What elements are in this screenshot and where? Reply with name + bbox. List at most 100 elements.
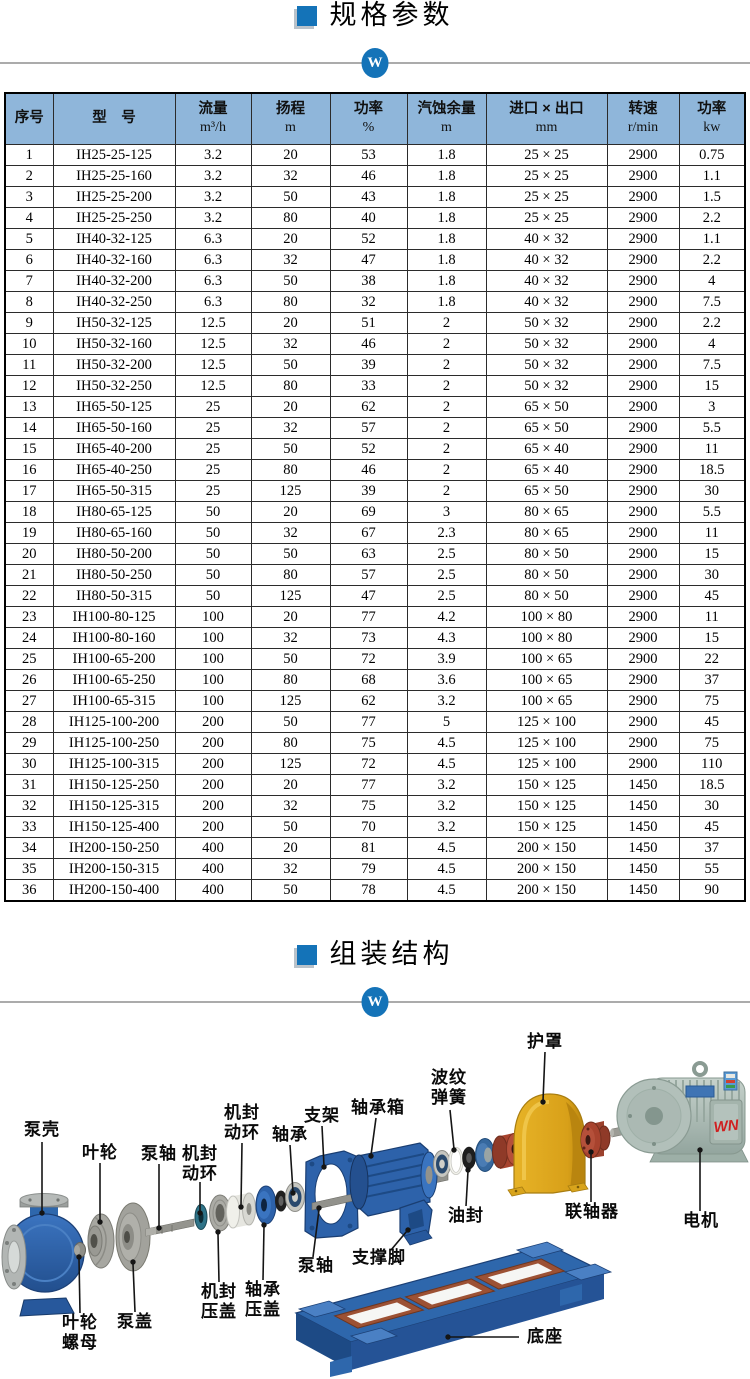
cell: 55 <box>678 858 746 880</box>
table-row: 32 IH150-125-315 200 32 75 3.2 150 × 125 1450 30 <box>4 795 746 817</box>
cell: 400 <box>174 879 252 902</box>
label-seal-ring-lower: 机封 动环 <box>182 1143 218 1183</box>
cell: 30 <box>678 795 746 817</box>
table-row: 36 IH200-150-400 400 50 78 4.5 200 × 150 1450 90 <box>4 879 746 902</box>
cell: 1450 <box>606 774 680 796</box>
cell: 63 <box>329 543 408 565</box>
cell: 7.5 <box>678 354 746 376</box>
cell: 3.2 <box>174 186 252 208</box>
cell: 80 <box>250 459 331 481</box>
cell: 4.5 <box>406 858 487 880</box>
cell: 2900 <box>606 711 680 733</box>
specs-section-title: 规格参数 <box>0 2 750 29</box>
cell: IH150-125-315 <box>52 795 176 817</box>
cell: 32 <box>250 417 331 439</box>
cell: 72 <box>329 753 408 775</box>
cell: 1.8 <box>406 165 487 187</box>
col-header: 功率% <box>329 92 408 145</box>
cell: 150 × 125 <box>485 816 608 838</box>
cell: 2900 <box>606 270 680 292</box>
table-row: 3 IH25-25-200 3.2 50 43 1.8 25 × 25 2900 1.5 <box>4 186 746 208</box>
cell: 200 <box>174 711 252 733</box>
cell: 6.3 <box>174 270 252 292</box>
assembly-section-title: 组装结构 <box>0 941 750 968</box>
cell: 1450 <box>606 816 680 838</box>
cell: 11 <box>678 606 746 628</box>
cell: 18 <box>4 501 54 523</box>
cell: 24 <box>4 627 54 649</box>
label-oil-seal: 油封 <box>448 1205 484 1225</box>
wave-spring-part <box>448 1147 464 1175</box>
cell: 12.5 <box>174 312 252 334</box>
pump-shaft-front-part <box>145 1218 195 1237</box>
cell: 25 × 25 <box>485 207 608 229</box>
cell: 25 <box>174 480 252 502</box>
cell: 75 <box>678 732 746 754</box>
cell: 25 <box>174 417 252 439</box>
cell: IH65-50-125 <box>52 396 176 418</box>
impeller-part <box>87 1213 115 1269</box>
cell: 32 <box>329 291 408 313</box>
cell: 21 <box>4 564 54 586</box>
cell: 32 <box>250 858 331 880</box>
cell: 40 × 32 <box>485 270 608 292</box>
cell: 19 <box>4 522 54 544</box>
cell: 50 <box>250 648 331 670</box>
cell: IH200-150-400 <box>52 879 176 902</box>
cell: 2900 <box>606 753 680 775</box>
cell: 2900 <box>606 333 680 355</box>
cell: 11 <box>678 522 746 544</box>
cell: 4.5 <box>406 753 487 775</box>
label-coupling: 联轴器 <box>565 1201 619 1221</box>
pump-cover-part <box>115 1202 151 1272</box>
cell: 2900 <box>606 249 680 271</box>
cell: 4.5 <box>406 837 487 859</box>
cell: 1.8 <box>406 186 487 208</box>
cell: 45 <box>678 585 746 607</box>
cell: IH25-25-250 <box>52 207 176 229</box>
cell: 2900 <box>606 522 680 544</box>
cell: 77 <box>329 606 408 628</box>
cell: 80 <box>250 564 331 586</box>
cell: 80 <box>250 375 331 397</box>
cell: IH100-65-250 <box>52 669 176 691</box>
cell: IH40-32-250 <box>52 291 176 313</box>
cell: 2900 <box>606 396 680 418</box>
cell: IH100-65-315 <box>52 690 176 712</box>
cell: 79 <box>329 858 408 880</box>
cell: 200 <box>174 753 252 775</box>
cell: 2900 <box>606 354 680 376</box>
cell: 200 <box>174 732 252 754</box>
label-support-foot: 支撑脚 <box>352 1247 406 1267</box>
cell: 32 <box>250 627 331 649</box>
cell: 80 <box>250 669 331 691</box>
table-row: 25 IH100-65-200 100 50 72 3.9 100 × 65 2900 22 <box>4 648 746 670</box>
seal-rotating-ring-upper-part <box>226 1192 256 1229</box>
cell: 3.2 <box>406 795 487 817</box>
label-bracket: 支架 <box>304 1105 340 1125</box>
cell: IH50-32-250 <box>52 375 176 397</box>
cell: 80 × 50 <box>485 585 608 607</box>
table-row: 6 IH40-32-160 6.3 32 47 1.8 40 × 32 2900 2.2 <box>4 249 746 271</box>
cell: 4.3 <box>406 627 487 649</box>
spec-table: 序号型 号流量 m³/h 扬程 m 功率% 汽蚀余量 m 进口 × 出口 mm 转速 r/min 功率… <box>4 92 746 902</box>
cell: IH50-32-160 <box>52 333 176 355</box>
cell: 11 <box>4 354 54 376</box>
cell: IH100-80-160 <box>52 627 176 649</box>
cell: 25 <box>174 396 252 418</box>
cell: 30 <box>4 753 54 775</box>
cell: 3 <box>406 501 487 523</box>
cell: 32 <box>250 522 331 544</box>
cell: 80 × 50 <box>485 543 608 565</box>
cell: 33 <box>4 816 54 838</box>
cell: 80 × 65 <box>485 501 608 523</box>
cell: 53 <box>329 144 408 166</box>
cell: 77 <box>329 711 408 733</box>
cell: 67 <box>329 522 408 544</box>
cell: 22 <box>678 648 746 670</box>
cell: 43 <box>329 186 408 208</box>
cell: 2900 <box>606 207 680 229</box>
cell: 80 × 50 <box>485 564 608 586</box>
cell: 2900 <box>606 186 680 208</box>
cell: 2 <box>406 354 487 376</box>
